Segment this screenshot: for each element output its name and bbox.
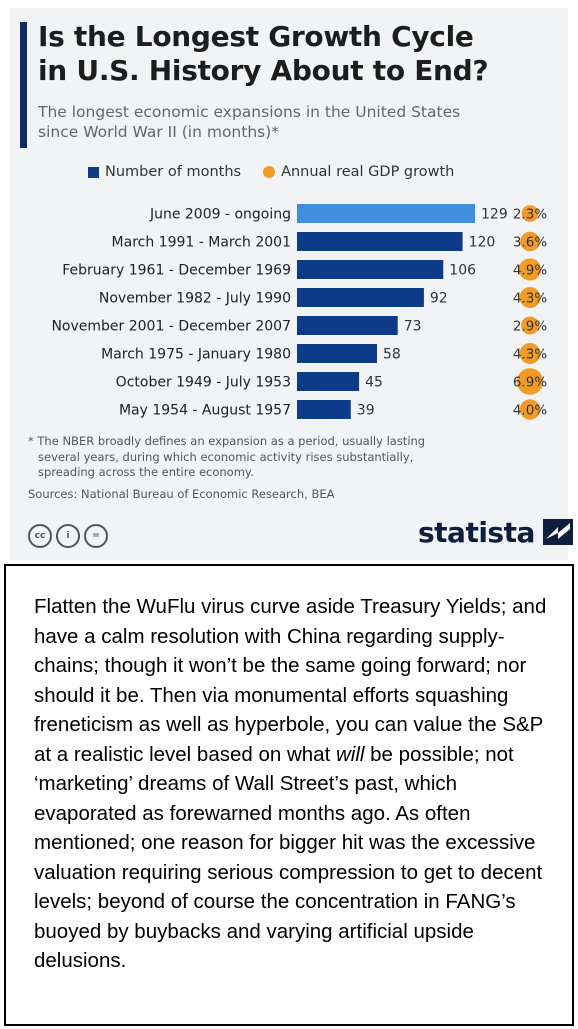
title-accent-bar [20, 22, 27, 148]
bar-value-label: 120 [469, 235, 496, 251]
brand-name: statista [418, 515, 535, 549]
attribution-icon: i [56, 524, 80, 548]
bar-value-label: 58 [383, 347, 401, 363]
bar-months [297, 204, 475, 223]
title-line-2: in U.S. History About to End? [38, 54, 489, 87]
comment-emphasis: will [335, 742, 365, 766]
footnote-line-3: spreading across the entire economy. [38, 465, 254, 479]
footnote-line-1: * The NBER broadly defines an expansion … [28, 434, 426, 448]
no-derivatives-icon: = [84, 524, 108, 548]
category-label: March 1991 - March 2001 [112, 235, 291, 251]
bar-months [297, 344, 377, 363]
category-label: February 1961 - December 1969 [62, 263, 291, 279]
bar-months [297, 260, 444, 279]
category-label: November 2001 - December 2007 [51, 319, 291, 335]
sources-note: Sources: National Bureau of Economic Res… [28, 487, 335, 501]
legend-gdp-label: Annual real GDP growth [281, 164, 455, 180]
license-icons: cc i = [28, 524, 108, 548]
legend-months-swatch [88, 166, 99, 178]
gdp-value-label: 2.9% [513, 319, 547, 335]
comment-text-part-2: be possible; not ‘marketing’ dreams of W… [34, 742, 543, 973]
gdp-value-label: 4.3% [513, 291, 547, 307]
bar-value-label: 73 [404, 319, 422, 335]
infographic-card [10, 8, 568, 560]
gdp-dot [518, 258, 542, 281]
gdp-dot [519, 399, 541, 420]
legend-months-label: Number of months [105, 164, 242, 180]
bar-value-label: 106 [449, 263, 476, 279]
title-line-1: Is the Longest Growth Cycle [38, 20, 474, 53]
gdp-dot [521, 316, 539, 335]
bar-value-label: 45 [365, 375, 383, 391]
legend-gdp-swatch [263, 166, 276, 178]
gdp-dot [520, 231, 540, 252]
footnote: * The NBER broadly defines an expansion … [28, 434, 498, 481]
footnote-line-2: several years, during which economic act… [38, 449, 414, 464]
subtitle-line-2: since World War II (in months)* [38, 123, 280, 141]
chart-legend: Number of months Annual real GDP growth [88, 163, 454, 181]
bar-months [297, 400, 351, 419]
comment-text-box: Flatten the WuFlu virus curve aside Trea… [4, 564, 574, 1026]
category-label: November 1982 - July 1990 [99, 291, 291, 307]
bar-months [297, 372, 360, 391]
cc-icon: cc [28, 524, 52, 548]
gdp-dot [519, 343, 541, 364]
bar-chart: June 2009 - ongoing 129 2.3% March 1991 - M… [51, 204, 547, 420]
gdp-value-label: 4.0% [513, 403, 547, 419]
bar-value-label: 39 [357, 403, 375, 419]
gdp-dot [519, 287, 541, 308]
category-label: June 2009 - ongoing [149, 207, 291, 223]
gdp-dot [521, 205, 539, 222]
subtitle-line-1: The longest economic expansions in the U… [38, 103, 461, 121]
category-label: May 1954 - August 1957 [119, 403, 291, 419]
gdp-value-label: 3.6% [513, 235, 547, 251]
gdp-value-label: 4.3% [513, 347, 547, 363]
statista-logo: statista [418, 514, 573, 550]
bar-months [297, 316, 398, 335]
category-label: March 1975 - January 1980 [101, 347, 291, 363]
category-label: October 1949 - July 1953 [116, 375, 291, 391]
gdp-value-label: 6.9% [513, 375, 547, 391]
comment-text-part-1: Flatten the WuFlu virus curve aside Trea… [34, 595, 547, 766]
bar-value-label: 129 [481, 207, 508, 223]
bar-months [297, 232, 463, 251]
gdp-value-label: 4.9% [513, 263, 547, 279]
bar-months [297, 288, 424, 307]
statista-mark-icon [542, 519, 573, 545]
chart-title: Is the Longest Growth Cycle in U.S. Hist… [38, 20, 543, 88]
chart-subtitle: The longest economic expansions in the U… [38, 102, 548, 142]
bar-value-label: 92 [430, 291, 448, 307]
gdp-dot [516, 368, 544, 395]
gdp-value-label: 2.3% [513, 207, 547, 223]
